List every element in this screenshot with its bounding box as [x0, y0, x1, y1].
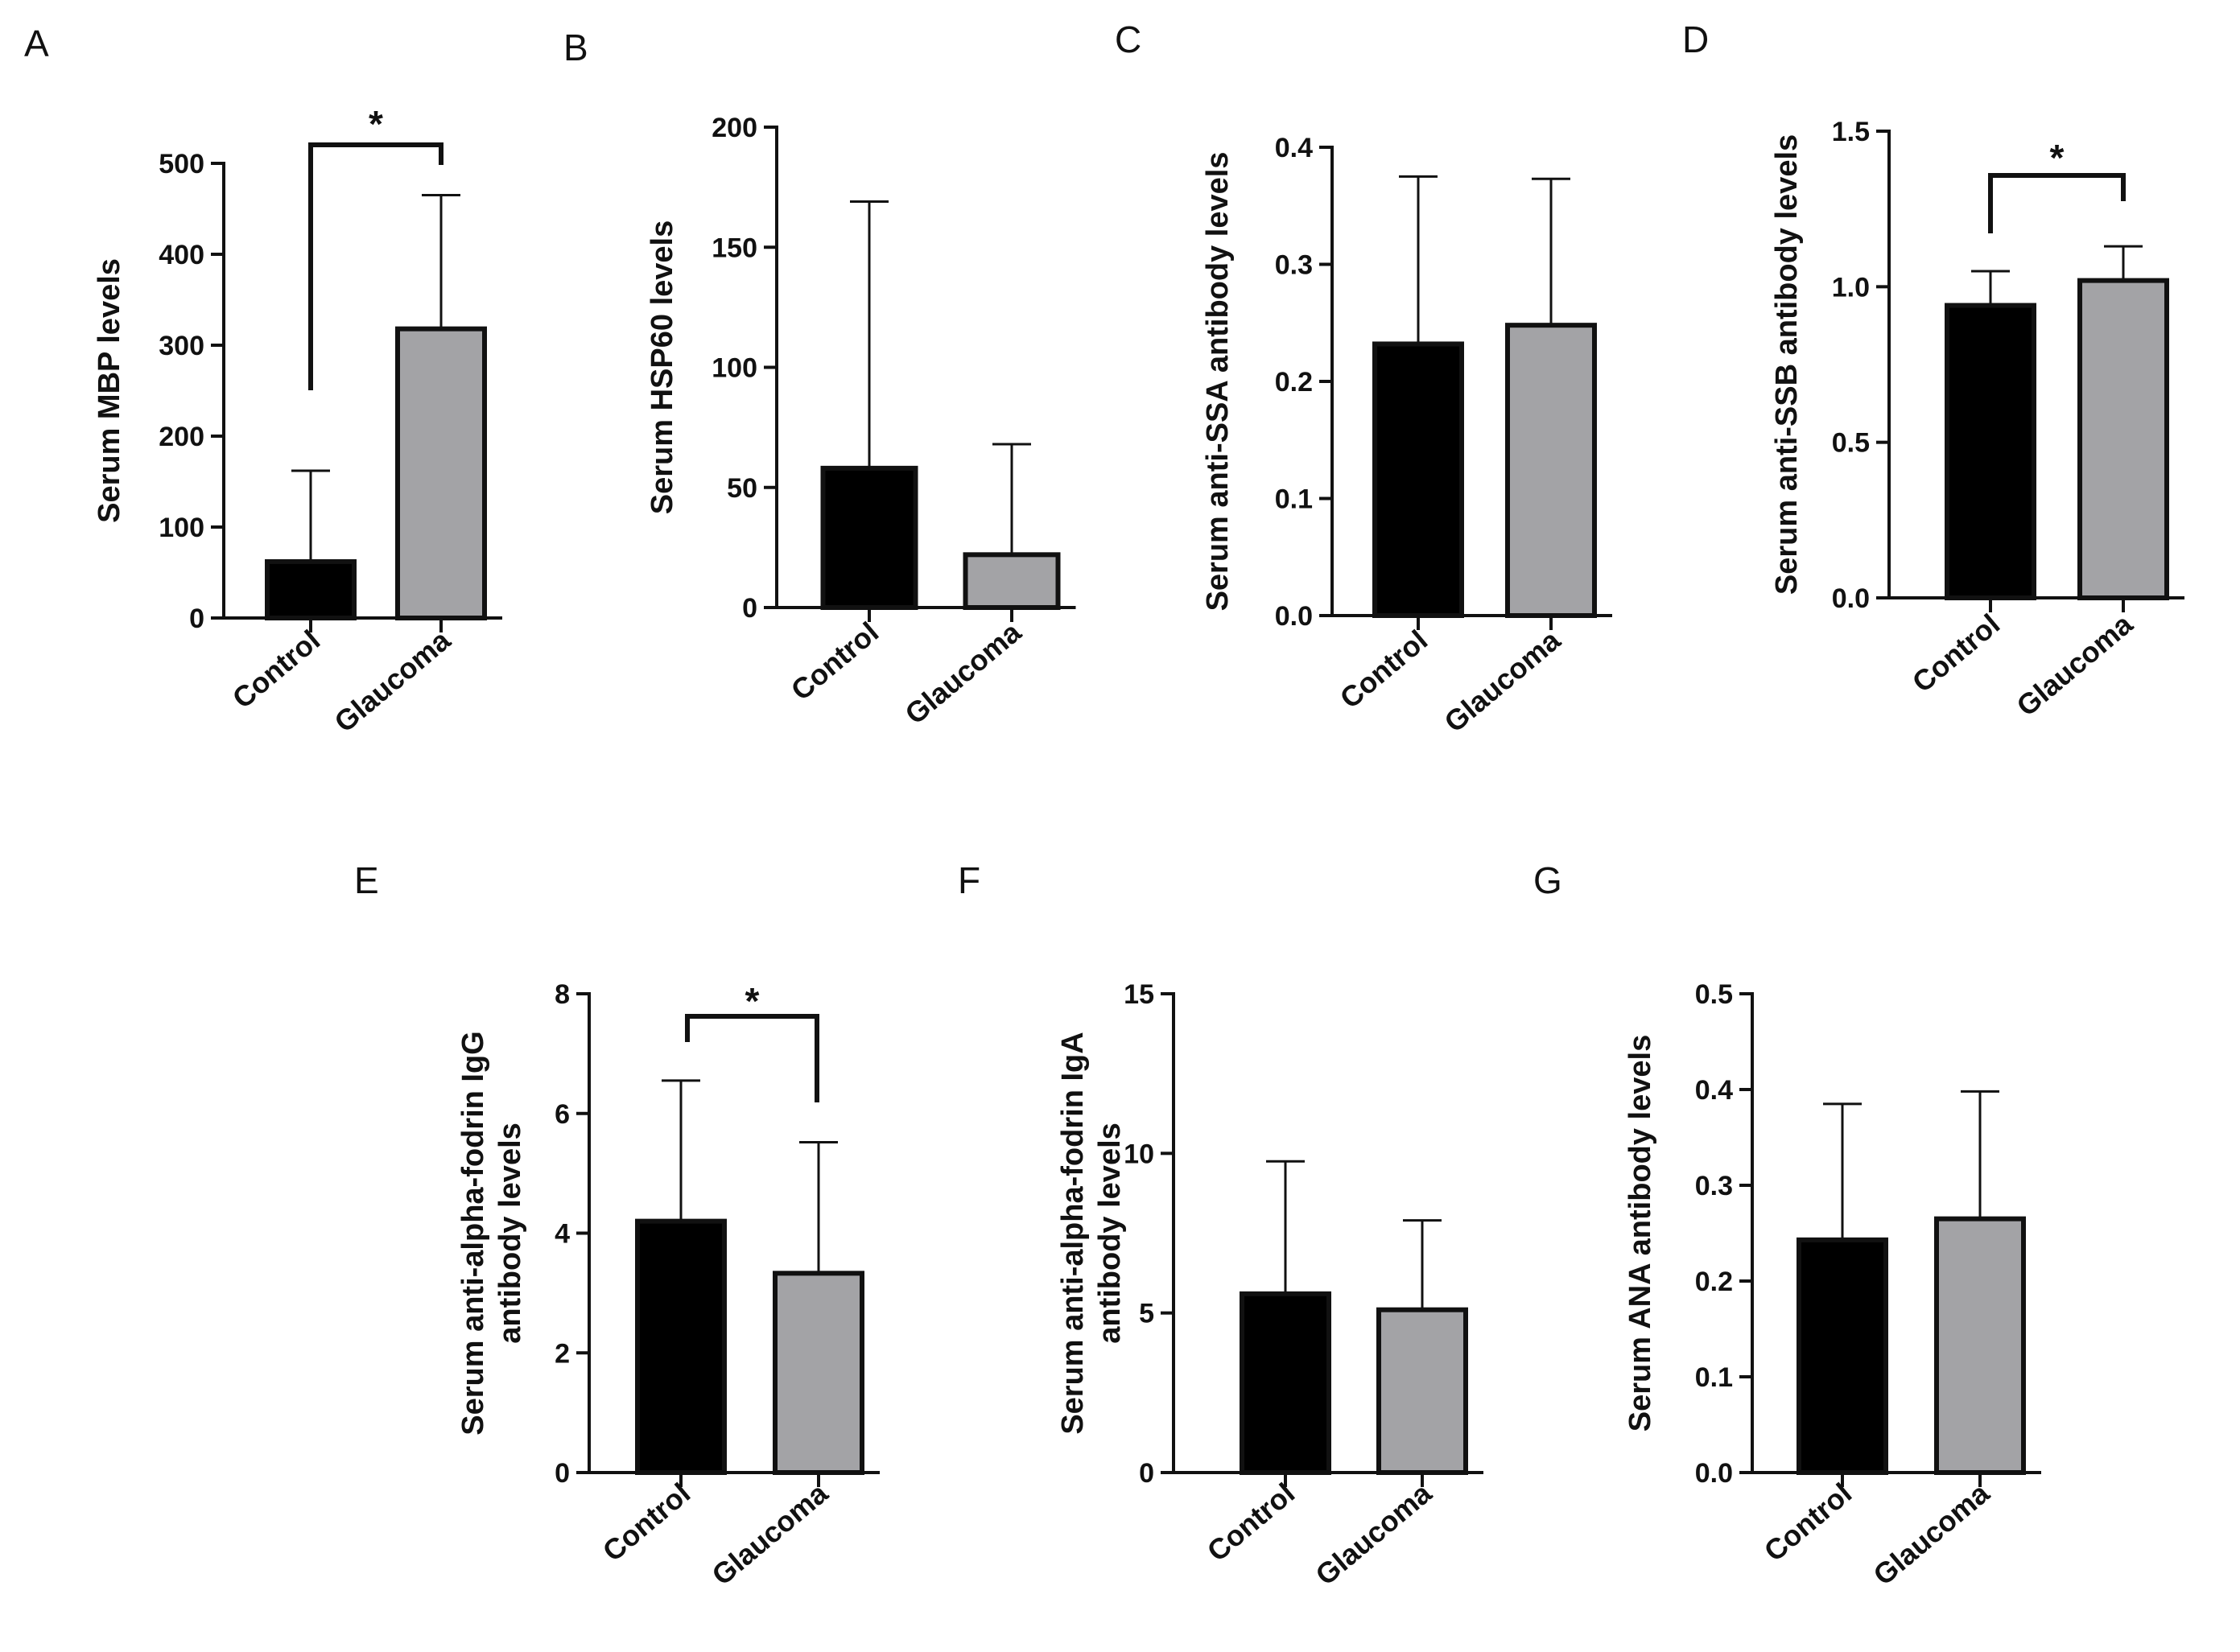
y-tick-label: 2 [555, 1338, 570, 1369]
panel-letter: B [563, 27, 588, 68]
y-tick-label: 0 [742, 593, 757, 624]
y-axis-title: Serum anti-alpha-fodrin IgA antibody leve… [1056, 1032, 1127, 1434]
y-tick-label: 0.3 [1695, 1171, 1733, 1201]
category-label-control: Control [1758, 1477, 1858, 1568]
panel-letter: C [1115, 19, 1141, 60]
y-tick-label: 0.4 [1695, 1075, 1733, 1106]
significance-star: * [2050, 137, 2065, 179]
y-axis-title: Serum anti-alpha-fodrin IgG antibody leve… [456, 1031, 527, 1435]
y-tick-label: 100 [159, 513, 204, 543]
panel-b: B 0 50 100 150 200 Control Glaucoma Serum HSP60 … [563, 27, 1076, 731]
y-tick-label: 150 [712, 233, 757, 263]
bar-control [1240, 1291, 1331, 1476]
y-tick-label: 0.0 [1832, 583, 1870, 614]
y-tick-label: 0.5 [1695, 979, 1733, 1010]
bar-glaucoma [1505, 323, 1597, 618]
y-axis-title: Serum MBP levels [93, 258, 126, 523]
y-tick-label: 0 [189, 604, 204, 634]
panel-d: D 0.0 0.5 1.0 1.5 Control Glaucoma Serum anti-S… [1682, 19, 2184, 723]
panel-letter: D [1682, 19, 1709, 60]
bar-control [1372, 341, 1464, 618]
category-label-glaucoma: Glaucoma [328, 623, 456, 739]
category-label-control: Control [1906, 608, 2006, 699]
y-axis-title-line: Serum anti-alpha-fodrin IgA [1056, 1032, 1090, 1434]
y-tick-label: 0.4 [1275, 133, 1313, 163]
panel-g: G 0.0 0.1 0.2 0.3 0.4 0.5 Control Glaucoma Serum … [1533, 859, 2041, 1592]
bar-glaucoma [1934, 1216, 2026, 1476]
bar-glaucoma [2077, 278, 2169, 600]
category-label-glaucoma: Glaucoma [1438, 623, 1566, 739]
bar-glaucoma [1376, 1307, 1468, 1475]
panel-letter: G [1533, 859, 1562, 901]
y-tick-label: 0.3 [1275, 250, 1313, 281]
bar-control [820, 465, 918, 610]
bar-glaucoma [773, 1271, 864, 1476]
category-label-control: Control [226, 624, 326, 715]
category-label-glaucoma: Glaucoma [898, 615, 1027, 731]
bar-control [1945, 303, 2036, 600]
y-tick-label: 0.1 [1695, 1362, 1733, 1393]
y-tick-label: 6 [555, 1099, 570, 1130]
y-tick-label: 0.0 [1275, 601, 1313, 632]
significance-bracket [1988, 173, 2126, 233]
category-label-glaucoma: Glaucoma [2010, 607, 2139, 723]
y-tick-label: 5 [1139, 1299, 1154, 1329]
significance-bracket [308, 142, 443, 390]
y-axis-title: Serum anti-SSA antibody levels [1201, 152, 1235, 612]
category-label-control: Control [785, 616, 885, 707]
bar-glaucoma [963, 552, 1061, 611]
panel-letter: F [958, 859, 980, 901]
category-label-glaucoma: Glaucoma [705, 1476, 834, 1592]
significance-star: * [745, 980, 760, 1022]
category-label-glaucoma: Glaucoma [1309, 1476, 1438, 1592]
significance-star: * [369, 103, 383, 145]
bar-control [265, 558, 357, 620]
y-axis-title: Serum ANA antibody levels [1623, 1035, 1657, 1432]
y-tick-label: 100 [712, 353, 757, 384]
panel-c: C 0.0 0.1 0.2 0.3 0.4 Control Glaucoma Serum ant… [1115, 19, 1612, 739]
y-tick-label: 10 [1124, 1139, 1154, 1169]
y-tick-label: 0.0 [1695, 1458, 1733, 1489]
bar-control [1797, 1237, 1888, 1475]
y-axis-title: Serum anti-SSB antibody levels [1770, 134, 1804, 595]
y-axis-title-line: antibody levels [493, 1123, 527, 1344]
y-tick-label: 0 [1139, 1458, 1154, 1489]
y-tick-label: 200 [712, 113, 757, 143]
y-axis-title: Serum HSP60 levels [646, 220, 679, 514]
y-tick-label: 0.2 [1695, 1267, 1733, 1297]
category-label-control: Control [1201, 1477, 1301, 1568]
panel-f: F 0 5 10 15 Control Glaucoma Serum anti-alpha-f… [958, 859, 1483, 1592]
significance-bracket [685, 1014, 819, 1102]
y-tick-label: 8 [555, 979, 570, 1010]
y-axis-title-line: Serum anti-alpha-fodrin IgG [456, 1031, 490, 1435]
y-tick-label: 1.0 [1832, 272, 1870, 303]
y-tick-label: 500 [159, 149, 204, 179]
category-label-glaucoma: Glaucoma [1867, 1476, 1995, 1592]
category-label-control: Control [596, 1477, 696, 1568]
panel-letter: A [24, 23, 49, 64]
category-label-control: Control [1334, 624, 1434, 715]
y-tick-label: 0 [555, 1458, 570, 1489]
y-tick-label: 300 [159, 331, 204, 361]
panel-a: A 0 100 200 300 400 500 Control Glaucoma Serum MB… [24, 23, 502, 739]
y-tick-label: 0.1 [1275, 484, 1313, 515]
y-tick-label: 400 [159, 240, 204, 270]
y-tick-label: 0.2 [1275, 367, 1313, 398]
y-tick-label: 15 [1124, 979, 1154, 1010]
panel-letter: E [354, 859, 379, 901]
bar-control [635, 1218, 727, 1475]
panel-e: E 0 2 4 6 8 Control Glaucoma Serum anti-alpha-fo… [354, 859, 880, 1592]
y-tick-label: 200 [159, 422, 204, 452]
y-tick-label: 4 [555, 1219, 570, 1250]
bar-glaucoma [395, 326, 487, 620]
y-tick-label: 1.5 [1832, 117, 1870, 147]
y-tick-label: 50 [727, 473, 757, 504]
y-axis-title-line: antibody levels [1093, 1123, 1127, 1344]
y-tick-label: 0.5 [1832, 428, 1870, 459]
